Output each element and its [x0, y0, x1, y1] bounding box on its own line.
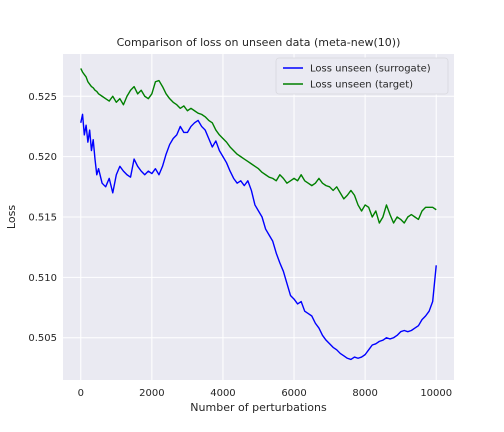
x-tick-label: 2000	[139, 388, 164, 399]
y-tick-label: 0.520	[28, 152, 57, 163]
y-axis-label: Loss	[5, 205, 18, 229]
y-tick-labels: 0.505 0.510 0.515 0.520 0.525	[28, 92, 57, 344]
y-tick-label: 0.515	[28, 213, 57, 224]
legend-label-target: Loss unseen (target)	[310, 80, 413, 91]
series-line-target	[80, 68, 437, 224]
y-tick-label: 0.505	[28, 333, 57, 344]
y-tick-label: 0.510	[28, 273, 57, 284]
series-layer	[80, 68, 437, 361]
x-tick-labels: 0 2000 4000 6000 8000 10000	[78, 388, 453, 399]
x-tick-label: 10000	[420, 388, 452, 399]
x-tick-label: 0	[78, 388, 84, 399]
legend: Loss unseen (surrogate) Loss unseen (tar…	[275, 57, 449, 95]
series-line-surrogate	[80, 113, 437, 361]
y-tick-label: 0.525	[28, 92, 57, 103]
grid-layer	[63, 54, 454, 380]
legend-box	[275, 57, 449, 95]
chart-title: Comparison of loss on unseen data (meta-…	[117, 36, 401, 49]
x-tick-label: 4000	[210, 388, 235, 399]
x-tick-label: 8000	[352, 388, 377, 399]
legend-label-surrogate: Loss unseen (surrogate)	[310, 64, 431, 75]
x-axis-label: Number of perturbations	[190, 401, 327, 414]
x-tick-label: 6000	[281, 388, 306, 399]
